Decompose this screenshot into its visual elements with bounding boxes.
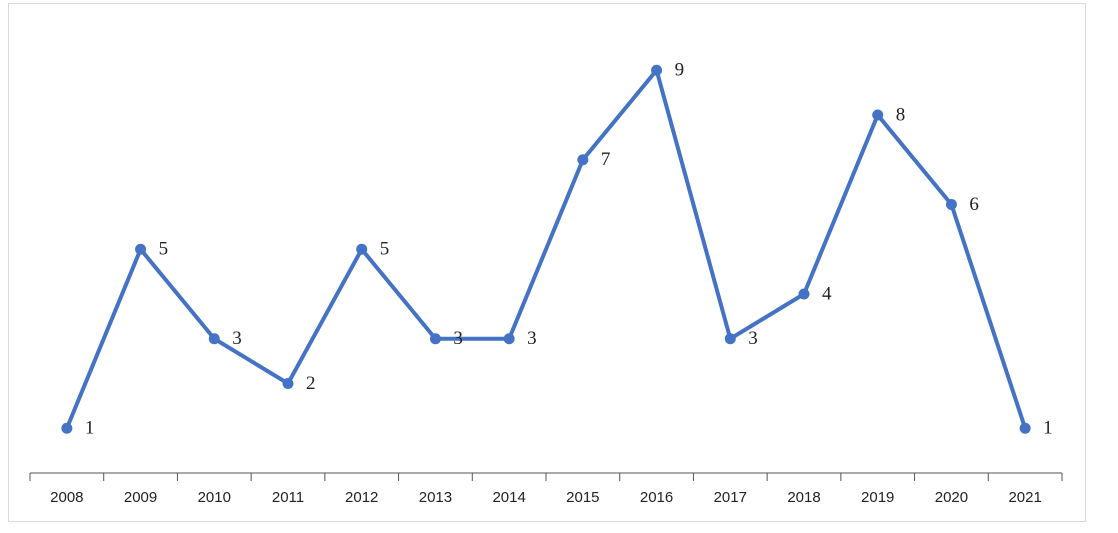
data-point (61, 422, 73, 434)
data-label: 2 (306, 373, 316, 394)
data-point (651, 64, 663, 76)
data-point (872, 109, 884, 121)
data-label: 6 (969, 194, 979, 215)
data-point (798, 288, 810, 300)
data-label: 1 (1043, 418, 1053, 439)
data-label: 1 (85, 418, 95, 439)
chart-frame (8, 3, 1086, 522)
x-tick-label: 2021 (1008, 489, 1041, 506)
data-point (429, 333, 441, 345)
data-label: 8 (896, 104, 906, 125)
data-point (945, 199, 957, 210)
data-label: 3 (232, 328, 242, 349)
x-tick-label: 2016 (640, 489, 673, 506)
data-point (503, 333, 515, 345)
data-point (356, 243, 368, 255)
data-point (282, 378, 294, 389)
data-label: 3 (527, 328, 537, 349)
x-tick-label: 2017 (714, 489, 747, 506)
data-label: 5 (159, 239, 169, 260)
data-point (724, 333, 736, 345)
x-tick-label: 2008 (50, 489, 83, 506)
x-tick-label: 2019 (861, 489, 894, 506)
x-tick-label: 2011 (272, 489, 304, 506)
x-tick-label: 2013 (419, 489, 452, 506)
x-tick-label: 2010 (198, 489, 231, 506)
x-tick-label: 2015 (566, 489, 599, 506)
data-point (1019, 422, 1031, 434)
data-label: 9 (675, 60, 685, 81)
data-label: 4 (822, 283, 832, 304)
data-point (208, 333, 220, 345)
x-tick-label: 2009 (124, 489, 157, 506)
x-tick-label: 2012 (345, 489, 378, 506)
x-tick-label: 2014 (492, 489, 525, 506)
data-point (577, 154, 589, 166)
x-tick-label: 2018 (787, 489, 820, 506)
data-line (65, 68, 1028, 430)
data-point (135, 243, 147, 255)
data-label: 3 (453, 328, 463, 349)
data-label: 7 (601, 149, 611, 170)
data-label: 3 (748, 328, 758, 349)
x-tick-label: 2020 (935, 489, 968, 506)
data-label: 5 (380, 239, 390, 260)
